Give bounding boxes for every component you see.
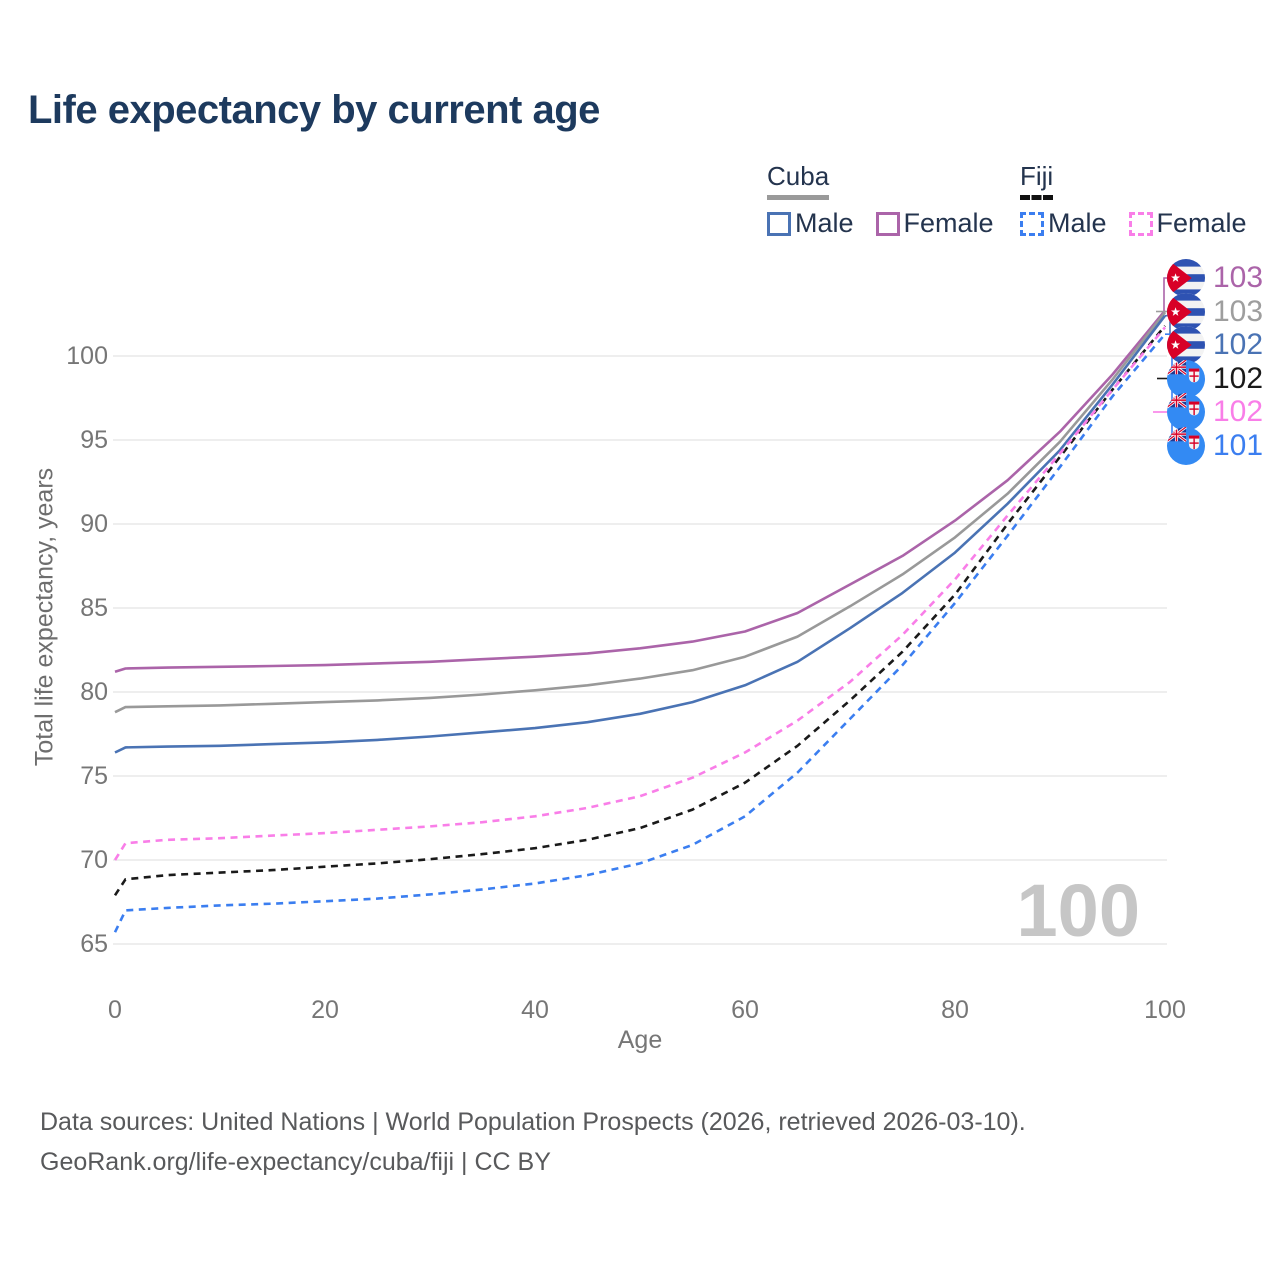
legend-fiji-female-swatch[interactable]: [1128, 211, 1153, 236]
y-tick-label: 100: [66, 342, 108, 370]
x-tick-label: 40: [521, 996, 549, 1024]
x-tick-label: 80: [941, 996, 969, 1024]
page-title: Life expectancy by current age: [28, 88, 600, 132]
end-label-fiji-male: 101: [1167, 426, 1264, 465]
series-line-fiji-male[interactable]: [113, 333, 1166, 933]
end-label-cuba-female: 103: [1167, 259, 1263, 297]
series-line-cuba-male[interactable]: [114, 314, 1167, 754]
legend-fiji-male-label[interactable]: Male: [1048, 208, 1107, 238]
x-tick-label: 100: [1144, 996, 1186, 1024]
series-line-fiji-female[interactable]: [113, 326, 1166, 861]
legend-cuba-female-label[interactable]: Female: [903, 208, 994, 238]
fiji-flag-icon: [1167, 426, 1205, 465]
x-axis-title: Age: [617, 1026, 663, 1054]
end-label-cuba-total: 103: [1167, 292, 1264, 331]
x-tick-label: 60: [731, 996, 759, 1024]
legend-country-cuba[interactable]: Cuba: [767, 161, 830, 200]
legend-fiji-female-label[interactable]: Female: [1156, 208, 1247, 238]
end-label-cuba-male: 102: [1167, 326, 1263, 364]
leader-line: [1163, 277, 1167, 311]
end-label-fiji-female: 102: [1167, 393, 1263, 431]
y-tick-label: 75: [80, 762, 108, 790]
fiji-flag-icon: [1167, 359, 1205, 398]
cuba-flag-icon: [1167, 326, 1205, 364]
series-line-cuba-total[interactable]: [114, 311, 1167, 714]
legend-fiji-male-swatch[interactable]: [1020, 211, 1044, 236]
cuba-flag-icon: [1167, 292, 1205, 331]
y-tick-label: 70: [80, 846, 108, 874]
series-line-fiji-total[interactable]: [113, 324, 1167, 897]
y-tick-label: 85: [80, 594, 108, 622]
end-value: 101: [1213, 428, 1264, 462]
legend-group-fiji: Fiji Male Female: [1020, 161, 1247, 239]
legend-cuba-male-label[interactable]: Male: [795, 208, 854, 238]
end-label-fiji-total: 102: [1167, 359, 1264, 398]
end-value: 103: [1213, 294, 1264, 328]
end-value: 102: [1213, 395, 1264, 428]
attribution-link[interactable]: GeoRank.org/life-expectancy/cuba/fiji | …: [40, 1148, 551, 1176]
data-sources-note: Data sources: United Nations | World Pop…: [40, 1108, 1026, 1136]
age-watermark: 100: [1016, 869, 1140, 952]
cuba-flag-icon: [1167, 259, 1205, 297]
y-tick-label: 65: [80, 930, 108, 958]
end-value: 102: [1213, 328, 1264, 361]
series-line-cuba-female[interactable]: [114, 309, 1167, 674]
end-value: 102: [1213, 361, 1264, 395]
y-tick-label: 80: [80, 678, 108, 706]
legend-cuba-male-swatch[interactable]: [767, 211, 791, 236]
end-value: 103: [1213, 261, 1264, 294]
legend-group-cuba: Cuba Male Female: [767, 161, 994, 239]
fiji-flag-icon: [1167, 393, 1205, 431]
y-tick-label: 90: [80, 510, 108, 538]
x-tick-label: 0: [108, 996, 122, 1024]
legend-cuba-female-swatch[interactable]: [875, 211, 900, 236]
y-tick-label: 95: [80, 426, 108, 454]
x-tick-label: 20: [311, 996, 339, 1024]
legend-country-fiji[interactable]: Fiji: [1020, 161, 1054, 200]
